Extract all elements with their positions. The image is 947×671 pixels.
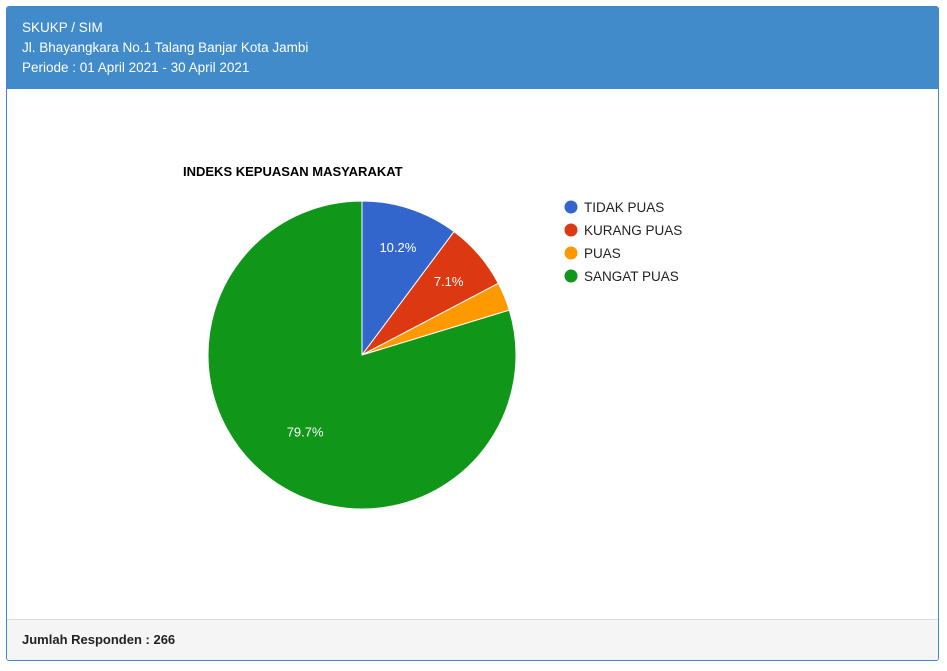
legend-item-tidak-puas[interactable]: TIDAK PUAS xyxy=(564,200,665,215)
report-panel: SKUKP / SIM Jl. Bhayangkara No.1 Talang … xyxy=(6,6,939,661)
app-title: SKUKP / SIM xyxy=(22,20,103,35)
legend-label: PUAS xyxy=(584,246,621,261)
pie-slice-tidak-puas[interactable] xyxy=(361,200,455,357)
panel-body: INDEKS KEPUASAN MASYARAKAT 10.2% 7.1% 79.7… xyxy=(7,89,938,619)
legend-item-kurang-puas[interactable]: KURANG PUAS xyxy=(564,223,683,238)
slice-label-kurang-puas: 7.1% xyxy=(434,274,464,289)
legend-label: SANGAT PUAS xyxy=(584,269,679,284)
panel-footer: Jumlah Responden : 266 xyxy=(7,619,938,660)
legend-swatch xyxy=(564,246,578,260)
slice-label-sangat-puas: 79.7% xyxy=(287,425,324,440)
pie-slice-sangat-puas[interactable] xyxy=(207,200,517,510)
legend-item-puas[interactable]: PUAS xyxy=(564,246,621,261)
legend-swatch xyxy=(564,223,578,237)
pie-chart: INDEKS KEPUASAN MASYARAKAT 10.2% 7.1% 79.7… xyxy=(183,164,683,510)
pie-slices xyxy=(207,200,517,510)
pie-slice-labels: 10.2% 7.1% 79.7% xyxy=(287,240,464,440)
address-text: Jl. Bhayangkara No.1 Talang Banjar Kota … xyxy=(22,40,309,55)
legend-swatch xyxy=(564,200,578,214)
panel-header: SKUKP / SIM Jl. Bhayangkara No.1 Talang … xyxy=(7,7,938,89)
legend-label: KURANG PUAS xyxy=(584,223,682,238)
chart-legend: TIDAK PUAS KURANG PUAS PUAS SANGAT PUAS xyxy=(564,200,683,284)
legend-item-sangat-puas[interactable]: SANGAT PUAS xyxy=(564,269,679,284)
legend-label: TIDAK PUAS xyxy=(584,200,664,215)
slice-label-tidak-puas: 10.2% xyxy=(379,240,416,255)
period-text: Periode : 01 April 2021 - 30 April 2021 xyxy=(22,60,250,75)
respondent-count: Jumlah Responden : 266 xyxy=(22,632,176,647)
chart-title: INDEKS KEPUASAN MASYARAKAT xyxy=(183,164,403,179)
legend-swatch xyxy=(564,269,578,283)
